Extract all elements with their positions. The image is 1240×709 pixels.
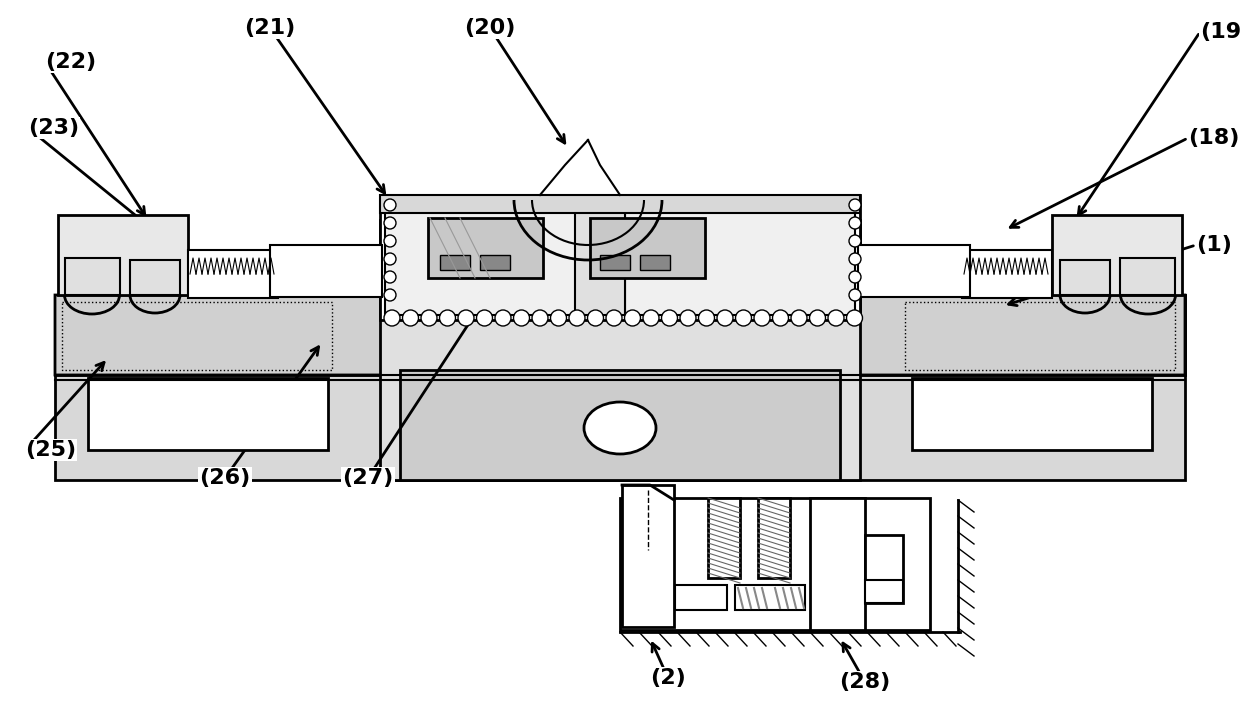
Circle shape: [551, 310, 567, 326]
Circle shape: [680, 310, 696, 326]
Circle shape: [717, 310, 733, 326]
Text: (22): (22): [45, 52, 97, 72]
Circle shape: [384, 217, 396, 229]
Circle shape: [384, 310, 401, 326]
Circle shape: [384, 253, 396, 265]
Circle shape: [828, 310, 844, 326]
Text: (18): (18): [1188, 128, 1239, 148]
Bar: [625, 200, 856, 315]
Circle shape: [458, 310, 474, 326]
Bar: [379, 195, 861, 320]
Circle shape: [754, 310, 770, 326]
Circle shape: [849, 217, 861, 229]
Text: (19): (19): [1200, 22, 1240, 42]
Bar: [735, 585, 805, 610]
Text: (20): (20): [464, 18, 516, 38]
Circle shape: [625, 310, 641, 326]
Bar: [962, 250, 1052, 298]
Bar: [640, 255, 670, 270]
Circle shape: [773, 310, 789, 326]
Bar: [1052, 215, 1182, 295]
Ellipse shape: [584, 402, 656, 454]
Bar: [58, 215, 188, 295]
Bar: [188, 250, 278, 298]
Circle shape: [476, 310, 492, 326]
Bar: [858, 245, 970, 297]
Circle shape: [532, 310, 548, 326]
Circle shape: [661, 310, 677, 326]
Text: (21): (21): [244, 18, 295, 38]
Circle shape: [384, 235, 396, 247]
Bar: [575, 200, 625, 315]
Circle shape: [849, 199, 861, 211]
Text: (2): (2): [650, 668, 686, 688]
Bar: [384, 200, 580, 315]
Circle shape: [513, 310, 529, 326]
Circle shape: [849, 271, 861, 283]
Bar: [905, 302, 1176, 370]
Bar: [379, 220, 861, 480]
Bar: [810, 498, 866, 630]
Circle shape: [849, 289, 861, 301]
Bar: [866, 535, 903, 603]
Circle shape: [495, 310, 511, 326]
Bar: [622, 485, 675, 627]
Bar: [64, 258, 120, 295]
Circle shape: [588, 310, 604, 326]
Bar: [440, 255, 470, 270]
Circle shape: [849, 253, 861, 265]
Text: (23): (23): [29, 118, 79, 138]
Text: (27): (27): [342, 468, 393, 488]
Polygon shape: [55, 295, 420, 375]
Circle shape: [735, 310, 751, 326]
Bar: [1120, 258, 1176, 295]
Text: (26): (26): [200, 468, 250, 488]
Text: (28): (28): [839, 672, 890, 692]
Bar: [620, 498, 930, 630]
Circle shape: [810, 310, 826, 326]
Bar: [62, 302, 332, 370]
Bar: [590, 218, 706, 278]
Circle shape: [606, 310, 622, 326]
Circle shape: [384, 289, 396, 301]
Text: (1): (1): [1197, 235, 1231, 255]
Circle shape: [403, 310, 419, 326]
Bar: [130, 260, 180, 295]
Circle shape: [791, 310, 807, 326]
Circle shape: [384, 271, 396, 283]
Circle shape: [569, 310, 585, 326]
Circle shape: [644, 310, 658, 326]
Bar: [708, 498, 740, 578]
Bar: [88, 378, 329, 450]
Circle shape: [849, 235, 861, 247]
Bar: [270, 245, 382, 297]
Circle shape: [847, 310, 863, 326]
Circle shape: [439, 310, 455, 326]
Bar: [866, 580, 903, 603]
Bar: [379, 195, 861, 213]
Polygon shape: [820, 295, 1185, 375]
Bar: [758, 498, 790, 578]
Bar: [428, 218, 543, 278]
Bar: [55, 295, 1185, 480]
Text: (25): (25): [25, 440, 76, 460]
Bar: [480, 255, 510, 270]
Bar: [911, 378, 1152, 450]
Circle shape: [698, 310, 714, 326]
Bar: [675, 585, 727, 610]
Bar: [55, 295, 1185, 375]
Bar: [1060, 260, 1110, 295]
Bar: [401, 370, 839, 480]
Circle shape: [384, 199, 396, 211]
Bar: [600, 255, 630, 270]
Circle shape: [422, 310, 436, 326]
